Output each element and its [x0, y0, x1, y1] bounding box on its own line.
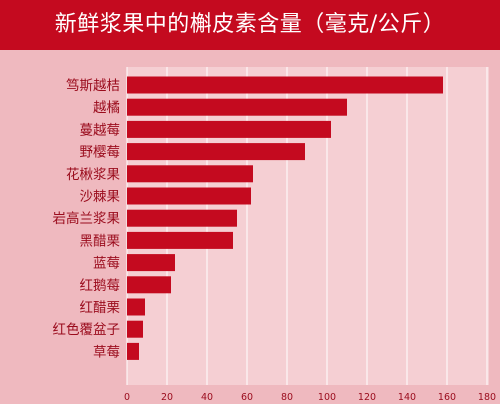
category-label: 红色覆盆子 — [53, 321, 121, 338]
bar — [127, 276, 171, 294]
bar — [127, 98, 347, 116]
category-label: 蓝莓 — [93, 256, 120, 272]
bar — [127, 76, 443, 94]
category-label: 野樱莓 — [80, 144, 121, 161]
category-label: 岩高兰浆果 — [53, 210, 121, 227]
category-label: 黑醋栗 — [80, 233, 121, 249]
x-tick-label: 20 — [161, 392, 173, 403]
bar — [127, 165, 253, 183]
category-label: 红鹅莓 — [80, 277, 121, 294]
category-label: 越橘 — [93, 100, 120, 116]
bar — [127, 320, 143, 338]
bar — [127, 231, 233, 249]
bar — [127, 254, 175, 272]
x-tick-label: 100 — [318, 392, 336, 403]
x-tick-label: 180 — [478, 392, 496, 403]
x-tick-label: 0 — [124, 392, 130, 403]
category-label: 草莓 — [93, 344, 120, 360]
x-tick-label: 160 — [438, 392, 456, 403]
bar — [127, 143, 305, 161]
title-banner — [0, 0, 500, 50]
category-label: 笃斯越桔 — [66, 77, 120, 94]
category-label: 沙棘果 — [80, 189, 121, 205]
bar — [127, 187, 251, 205]
category-label: 花楸浆果 — [66, 167, 120, 183]
x-tick-label: 120 — [358, 392, 376, 403]
bar — [127, 342, 139, 360]
x-tick-label: 60 — [241, 392, 253, 403]
chart-title: 新鲜浆果中的槲皮素含量（毫克/公斤） — [54, 12, 446, 37]
category-label: 蔓越莓 — [80, 122, 121, 138]
x-tick-label: 40 — [201, 392, 213, 403]
bar — [127, 298, 145, 316]
category-label: 红醋栗 — [80, 300, 121, 316]
x-tick-label: 140 — [398, 392, 416, 403]
bar — [127, 120, 331, 138]
bar — [127, 209, 237, 227]
x-tick-label: 80 — [281, 392, 293, 403]
